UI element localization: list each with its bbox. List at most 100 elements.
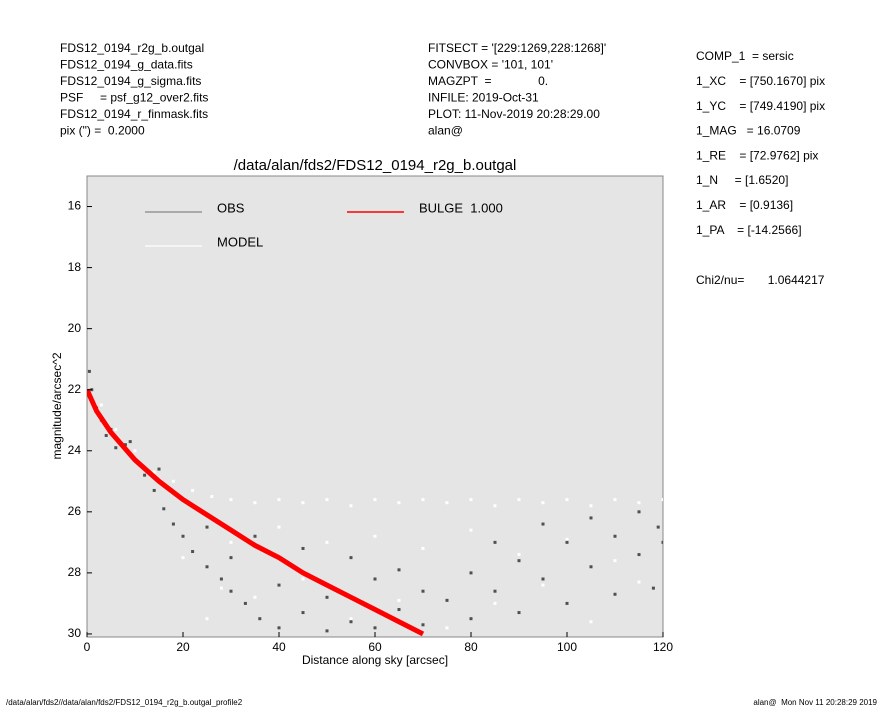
fit-parameter: 1_AR = [0.9136]	[696, 198, 793, 212]
data-point	[181, 534, 185, 538]
data-point	[205, 617, 209, 621]
plot-data	[87, 369, 663, 637]
data-point	[152, 488, 156, 492]
data-point	[517, 498, 521, 502]
header-middle-line: MAGZPT = 0.	[428, 74, 548, 88]
data-point	[517, 611, 521, 615]
header-middle-line: INFILE: 2019-Oct-31	[428, 91, 539, 105]
data-point	[469, 571, 473, 575]
y-tick-label: 22	[68, 382, 82, 396]
data-point	[613, 559, 617, 563]
fit-parameter: 1_MAG = 16.0709	[696, 124, 801, 138]
data-point	[373, 534, 377, 538]
legend-label: BULGE 1.000	[419, 200, 503, 215]
data-point	[87, 369, 91, 373]
data-point	[301, 501, 305, 505]
header-middle-line: PLOT: 11-Nov-2019 20:28:29.00	[428, 107, 600, 121]
x-tick-label: 80	[464, 640, 478, 654]
data-point	[637, 501, 641, 505]
header-left-line: FDS12_0194_g_data.fits	[60, 58, 193, 72]
data-point	[445, 501, 449, 505]
data-point	[219, 577, 223, 581]
data-point	[661, 498, 663, 502]
data-point	[589, 620, 593, 624]
data-point	[325, 629, 329, 633]
header-middle-line: CONVBOX = '101, 101'	[428, 58, 553, 72]
data-point	[397, 598, 401, 602]
data-point	[243, 601, 247, 605]
y-tick-label: 28	[68, 565, 82, 579]
header-left-line: FDS12_0194_r2g_b.outgal	[60, 41, 204, 55]
plot-area	[86, 175, 664, 638]
data-point	[517, 553, 521, 557]
data-point	[493, 589, 497, 593]
data-point	[469, 528, 473, 532]
data-point	[541, 583, 545, 587]
data-point	[589, 516, 593, 520]
data-point	[397, 568, 401, 572]
data-point	[301, 611, 305, 615]
data-point	[229, 540, 233, 544]
data-point	[253, 534, 257, 538]
x-tick-label: 60	[368, 640, 382, 654]
data-point	[397, 608, 401, 612]
data-point	[229, 498, 233, 502]
data-point	[277, 583, 281, 587]
data-point	[493, 540, 497, 544]
x-tick-label: 100	[557, 640, 577, 654]
data-point	[133, 449, 137, 453]
data-point	[373, 498, 377, 502]
data-point	[229, 556, 233, 560]
data-point	[229, 589, 233, 593]
fit-parameter: 1_N = [1.6520]	[696, 173, 788, 187]
data-point	[301, 546, 305, 550]
data-point	[613, 592, 617, 596]
footer-right: alan@ Mon Nov 11 20:28:29 2019	[753, 698, 877, 707]
data-point	[325, 498, 329, 502]
data-point	[517, 559, 521, 563]
chart-title: /data/alan/fds2/FDS12_0194_r2g_b.outgal	[234, 157, 517, 174]
data-point	[421, 498, 425, 502]
data-point	[541, 522, 545, 526]
data-point	[661, 540, 663, 544]
legend-label: OBS	[217, 200, 245, 215]
header-middle-line: alan@	[428, 124, 463, 138]
data-point	[301, 577, 305, 581]
y-tick-label: 26	[68, 504, 82, 518]
data-point	[171, 479, 175, 483]
fit-parameter: 1_PA = [-14.2566]	[696, 223, 802, 237]
data-point	[277, 626, 281, 630]
data-point	[651, 586, 655, 590]
y-tick-label: 24	[68, 443, 82, 457]
y-tick-label: 18	[68, 260, 82, 274]
data-point	[656, 525, 660, 529]
data-point	[253, 501, 257, 505]
fit-parameter: 1_YC = [749.4190] pix	[696, 99, 825, 113]
data-point	[565, 540, 569, 544]
data-point	[637, 580, 641, 584]
data-point	[565, 601, 569, 605]
model-curve	[87, 388, 425, 637]
header-left-line: PSF = psf_g12_over2.fits	[60, 91, 208, 105]
data-point	[349, 556, 353, 560]
data-point	[565, 537, 569, 541]
header-left-line: FDS12_0194_g_sigma.fits	[60, 74, 201, 88]
data-point	[589, 565, 593, 569]
fit-parameter: COMP_1 = sersic	[696, 49, 794, 63]
data-point	[104, 434, 108, 438]
fit-parameter: 1_XC = [750.1670] pix	[696, 74, 825, 88]
data-point	[219, 586, 223, 590]
data-point	[421, 623, 425, 627]
x-axis-label: Distance along sky [arcsec]	[302, 653, 448, 667]
data-point	[397, 501, 401, 505]
x-tick-label: 20	[176, 640, 190, 654]
data-point	[205, 565, 209, 569]
data-point	[325, 595, 329, 599]
data-point	[469, 498, 473, 502]
data-point	[143, 473, 147, 477]
legend-label: MODEL	[217, 234, 263, 249]
data-point	[637, 510, 641, 514]
data-point	[349, 617, 353, 621]
data-point	[210, 495, 214, 499]
data-point	[277, 525, 281, 529]
